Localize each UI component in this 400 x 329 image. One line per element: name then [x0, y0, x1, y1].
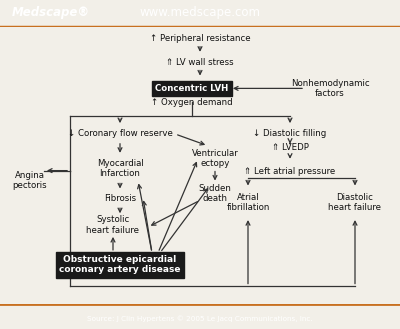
- Text: Atrial
fibrillation: Atrial fibrillation: [226, 192, 270, 212]
- Text: Myocardial
Infarction: Myocardial Infarction: [97, 159, 143, 178]
- Text: ⇑ LV wall stress: ⇑ LV wall stress: [166, 58, 234, 67]
- Text: Concentric LVH: Concentric LVH: [155, 84, 229, 93]
- Text: Diastolic
heart failure: Diastolic heart failure: [328, 192, 382, 212]
- Text: Systolic
heart failure: Systolic heart failure: [86, 215, 140, 235]
- Text: ⇑ Left atrial pressure: ⇑ Left atrial pressure: [244, 167, 336, 176]
- Text: Nonhemodynamic
factors: Nonhemodynamic factors: [291, 79, 369, 98]
- Text: Source: J Clin Hypertens © 2005 Le Jacq Communications, Inc.: Source: J Clin Hypertens © 2005 Le Jacq …: [87, 315, 313, 322]
- Text: Ventricular
ectopy: Ventricular ectopy: [192, 149, 238, 168]
- Text: ↓ Coronary flow reserve: ↓ Coronary flow reserve: [68, 129, 172, 139]
- Text: Sudden
death: Sudden death: [198, 184, 232, 203]
- Text: ↑ Peripheral resistance: ↑ Peripheral resistance: [150, 34, 250, 43]
- Text: Medscape®: Medscape®: [12, 7, 90, 19]
- Text: ↓ Diastolic filling: ↓ Diastolic filling: [253, 129, 327, 139]
- Text: Obstructive epicardial
coronary artery disease: Obstructive epicardial coronary artery d…: [59, 255, 181, 274]
- Text: Angina
pectoris: Angina pectoris: [13, 171, 47, 190]
- Text: ↑ Oxygen demand: ↑ Oxygen demand: [151, 98, 233, 107]
- Text: www.medscape.com: www.medscape.com: [140, 7, 260, 19]
- Text: Fibrosis: Fibrosis: [104, 194, 136, 203]
- Text: ⇑ LVEDP: ⇑ LVEDP: [272, 143, 308, 152]
